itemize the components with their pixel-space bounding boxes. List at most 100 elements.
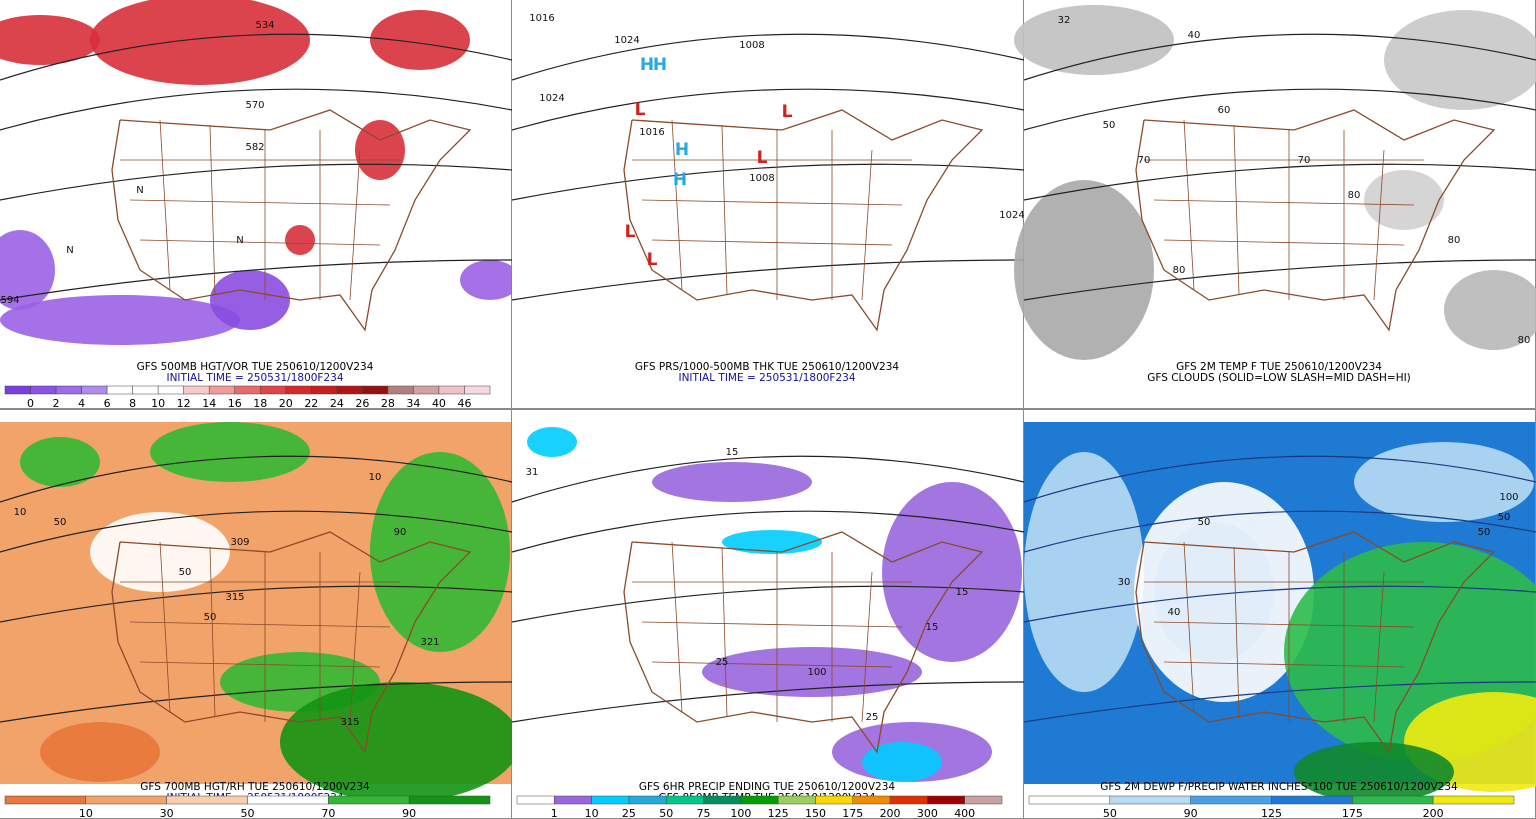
weather-field [0,295,240,345]
map-label: 10 [14,507,27,518]
contour-line [511,455,1025,503]
map-label: 80 [1518,335,1531,346]
contour-line [511,163,1025,201]
map-label: N [136,185,143,196]
caption: GFS CLOUDS (SOLID=LOW SLASH=MID DASH=HI) [1147,372,1411,384]
map-label: 15 [726,447,739,458]
colorbar-cell [85,795,167,805]
colorbar-cell [285,385,312,395]
colorbar-cell [1271,795,1353,805]
colorbar-label: 50 [659,807,673,819]
weather-field [1364,170,1444,230]
colorbar-label: 16 [228,397,242,410]
colorbar-cell [1352,795,1434,805]
colorbar-cell [964,795,1003,805]
map-label: 50 [1478,527,1491,538]
map-label: 40 [1168,607,1181,618]
map-label: 80 [1173,265,1186,276]
weather-field [702,647,922,697]
colorbar-cell [328,795,410,805]
caption: GFS 6HR PRECIP ENDING TUE 250610/1200V23… [639,781,896,793]
colorbar-cell [234,385,261,395]
colorbar-label: 2 [53,397,60,410]
state-lines [1144,119,1424,301]
map-label: H [673,170,687,190]
colorbar-label: 150 [805,807,826,819]
map-label: 1024 [539,93,564,104]
map-label: 70 [1298,155,1311,166]
colorbar-cell [591,795,630,805]
weather-field [20,437,100,487]
colorbar-label: 4 [78,397,85,410]
weather-field [460,260,520,300]
colorbar-label: 6 [104,397,111,410]
colorbar-label: 10 [151,397,165,410]
map-label: 40 [1188,30,1201,41]
colorbar-cell [260,385,287,395]
contour-line [0,163,513,201]
caption: GFS PRS/1000-500MB THK TUE 250610/1200V2… [635,361,899,373]
map-label: 25 [716,657,729,668]
contour-line [1023,163,1536,201]
colorbar-cell [157,385,184,395]
colorbar-cell [311,385,338,395]
coastline [1135,531,1496,754]
colorbar-label: 14 [202,397,216,410]
contour-line [511,510,1025,553]
weather-field [722,530,822,554]
colorbar-cell [30,385,57,395]
weather-field [1154,522,1274,662]
colorbar-cell [777,795,816,805]
map-label: H [675,140,689,160]
contour-line [1023,681,1536,723]
colorbar-label: 125 [1261,807,1282,819]
colorbar-cell [247,795,329,805]
weather-field [285,225,315,255]
colorbar-label: 90 [402,807,416,819]
map-label: L [647,250,658,270]
caption: GFS 2M DEWP F/PRECIP WATER INCHES*100 TU… [1100,781,1458,793]
colorbar-label: 300 [917,807,938,819]
map-label: 15 [956,587,969,598]
coastline [623,109,984,332]
map-label: L [635,100,646,120]
colorbar-cell [516,795,555,805]
contour-line [0,585,513,623]
colorbar-label: 50 [241,807,255,819]
map-label: H [640,55,654,75]
colorbar-label: 10 [585,807,599,819]
contour-line [1023,88,1536,131]
colorbar-label: 90 [1184,807,1198,819]
map-label: N [66,245,73,256]
colorbar-label: 75 [697,807,711,819]
weather-field [40,722,160,782]
contour-line [1023,585,1536,623]
colorbar-cell [628,795,667,805]
map-label: H [653,55,667,75]
map-label: 31 [526,467,539,478]
colorbar-label: 200 [880,807,901,819]
weather-field [150,422,310,482]
colorbar-cell [1190,795,1272,805]
colorbar-cell [703,795,742,805]
caption: GFS 2M TEMP F TUE 250610/1200V234 [1176,361,1382,373]
map: 534 570 582 594 N N N [0,0,520,362]
colorbar-cell [362,385,389,395]
map-label: 315 [225,592,244,603]
colorbar-cell [554,795,592,805]
weather-field [210,270,290,330]
map-label: 594 [0,295,19,306]
colorbar-cell [183,385,210,395]
map-label: 1016 [639,127,664,138]
colorbar-cell [1432,795,1515,805]
panel: 10 50 50 315 309 321 90 10 50 315 GFS 700MB HGT/RH… [0,410,520,819]
colorbar-cell [55,385,82,395]
colorbar-cell [132,385,159,395]
map-label: 1008 [749,173,774,184]
contour-line [0,259,513,301]
colorbar-label: 70 [321,807,335,819]
colorbar-label: 0 [27,397,34,410]
colorbar-label: 46 [457,397,471,410]
colorbar-label: 12 [177,397,191,410]
